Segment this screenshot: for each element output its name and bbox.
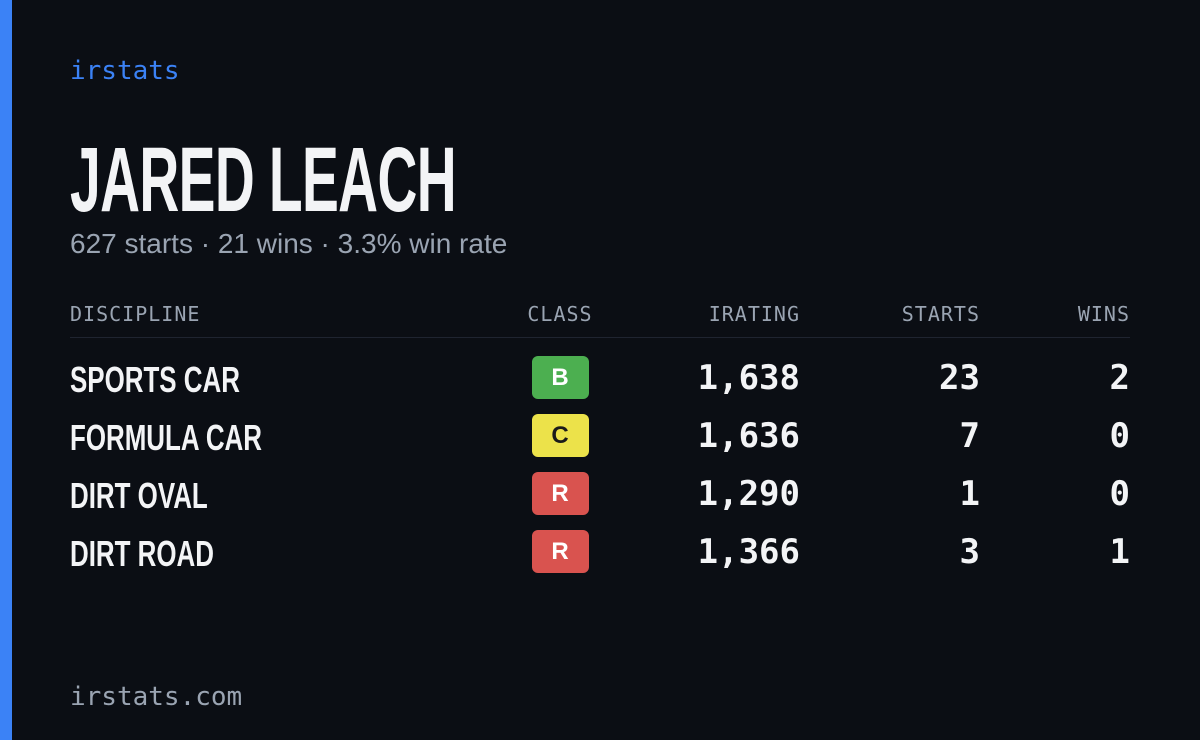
discipline: FORMULA CAR bbox=[70, 417, 262, 458]
column-header: DISCIPLINE bbox=[70, 302, 201, 326]
starts: 7 bbox=[959, 416, 980, 456]
column-header: STARTS bbox=[901, 302, 980, 326]
column-header: CLASS bbox=[527, 302, 593, 326]
wins: 2 bbox=[1109, 358, 1130, 398]
brand: irstats bbox=[70, 56, 180, 86]
starts: 1 bbox=[959, 474, 980, 514]
discipline: DIRT OVAL bbox=[70, 475, 208, 516]
irating: 1,636 bbox=[697, 416, 800, 456]
wins: 1 bbox=[1109, 532, 1130, 572]
summary: 627 starts · 21 wins · 3.3% win rate bbox=[70, 228, 508, 259]
class-badge: R bbox=[531, 530, 589, 573]
column-header: IRATING bbox=[708, 302, 800, 326]
irating: 1,366 bbox=[697, 532, 800, 572]
class-badge: B bbox=[531, 356, 589, 399]
class-badge: C bbox=[531, 414, 589, 457]
column-header: WINS bbox=[1077, 302, 1130, 326]
class-badge: R bbox=[531, 472, 589, 515]
wins: 0 bbox=[1109, 416, 1130, 456]
header-rule bbox=[70, 337, 1130, 338]
starts: 23 bbox=[939, 358, 980, 398]
starts: 3 bbox=[959, 532, 980, 572]
discipline: SPORTS CAR bbox=[70, 359, 240, 400]
irating: 1,638 bbox=[697, 358, 800, 398]
driver-name: JARED LEACH bbox=[70, 129, 457, 231]
accent-bar bbox=[0, 0, 12, 740]
wins: 0 bbox=[1109, 474, 1130, 514]
irating: 1,290 bbox=[697, 474, 800, 514]
discipline: DIRT ROAD bbox=[70, 533, 214, 574]
footer-url: irstats.com bbox=[70, 682, 243, 712]
